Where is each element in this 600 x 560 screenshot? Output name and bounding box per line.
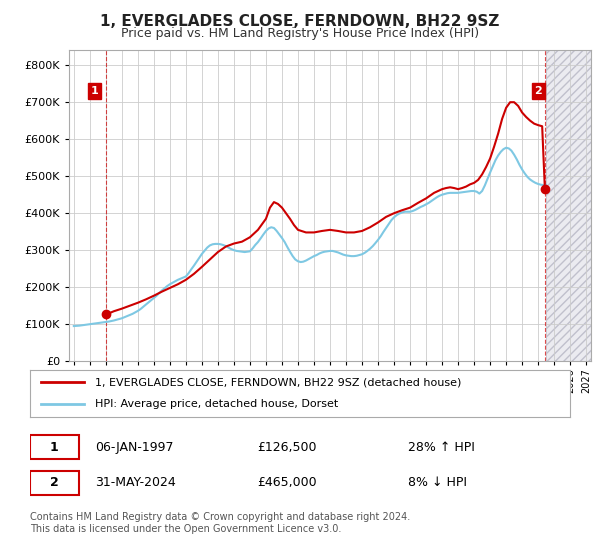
Text: 31-MAY-2024: 31-MAY-2024 [95,477,176,489]
Text: HPI: Average price, detached house, Dorset: HPI: Average price, detached house, Dors… [95,399,338,409]
Text: 2: 2 [50,477,59,489]
Bar [546,50,591,361]
Text: 1: 1 [50,441,59,454]
Bar [546,50,591,361]
FancyBboxPatch shape [30,471,79,495]
Text: 1, EVERGLADES CLOSE, FERNDOWN, BH22 9SZ: 1, EVERGLADES CLOSE, FERNDOWN, BH22 9SZ [100,14,500,29]
Text: 8% ↓ HPI: 8% ↓ HPI [408,477,467,489]
Text: 28% ↑ HPI: 28% ↑ HPI [408,441,475,454]
Text: 1: 1 [91,86,98,96]
Text: £126,500: £126,500 [257,441,316,454]
Text: 1, EVERGLADES CLOSE, FERNDOWN, BH22 9SZ (detached house): 1, EVERGLADES CLOSE, FERNDOWN, BH22 9SZ … [95,377,461,388]
FancyBboxPatch shape [30,435,79,459]
Text: 06-JAN-1997: 06-JAN-1997 [95,441,173,454]
Text: 2: 2 [534,86,542,96]
Text: Contains HM Land Registry data © Crown copyright and database right 2024.
This d: Contains HM Land Registry data © Crown c… [30,512,410,534]
Text: Price paid vs. HM Land Registry's House Price Index (HPI): Price paid vs. HM Land Registry's House … [121,27,479,40]
Text: £465,000: £465,000 [257,477,316,489]
